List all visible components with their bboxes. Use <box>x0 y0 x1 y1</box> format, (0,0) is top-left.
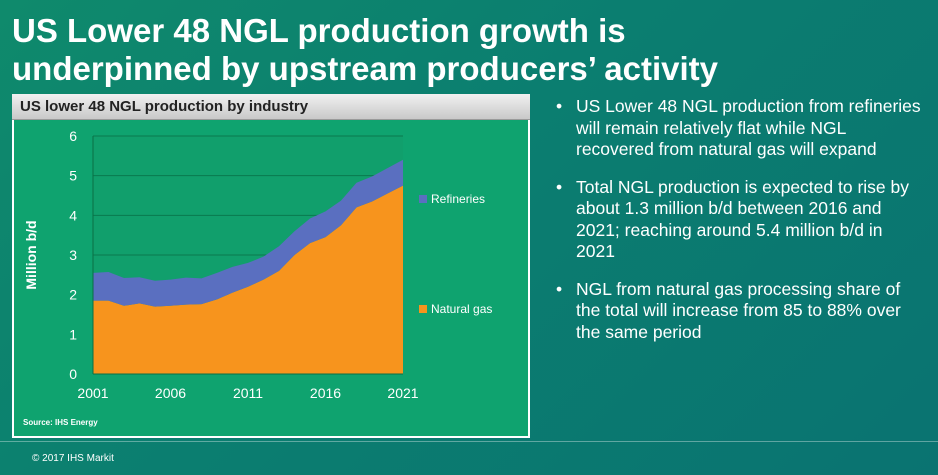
y-tick-label: 2 <box>69 287 77 303</box>
y-tick-label: 5 <box>69 168 77 184</box>
y-tick-label: 1 <box>69 326 77 342</box>
legend-swatch-refineries <box>419 195 427 203</box>
x-tick-label: 2011 <box>233 385 263 401</box>
bullet-text: NGL from natural gas processing share of… <box>576 278 901 342</box>
copyright: © 2017 IHS Markit <box>32 453 114 464</box>
legend-label-natural-gas: Natural gas <box>431 302 492 316</box>
y-tick-label: 6 <box>69 128 77 144</box>
area-natural-gas <box>93 185 403 374</box>
bullet-list: • US Lower 48 NGL production from refiner… <box>556 96 924 359</box>
bullet-item: • Total NGL production is expected to ris… <box>556 177 924 263</box>
x-tick-label: 2016 <box>310 385 341 401</box>
chart-title: US lower 48 NGL production by industry <box>12 94 530 120</box>
bullet-item: • NGL from natural gas processing share o… <box>556 279 924 344</box>
bullet-marker: • <box>556 176 563 197</box>
bullet-text: US Lower 48 NGL production from refineri… <box>576 96 921 159</box>
chart-area: 0 1 2 3 4 5 6 2001 2006 2011 2016 2021 Million b/d Na… <box>14 120 528 436</box>
bullet-item: • US Lower 48 NGL production from refiner… <box>556 96 924 161</box>
chart-panel: US lower 48 NGL production by industry 0… <box>12 94 530 438</box>
ngl-production-chart: 0 1 2 3 4 5 6 2001 2006 2011 2016 2021 Million b/d Na… <box>23 128 492 401</box>
y-tick-label: 0 <box>69 366 77 382</box>
slide-title: US Lower 48 NGL production growth is und… <box>12 12 719 87</box>
legend-swatch-natural-gas <box>419 305 427 313</box>
y-axis-label: Million b/d <box>23 220 39 289</box>
y-tick-label: 4 <box>69 207 77 223</box>
y-tick-label: 3 <box>69 247 77 263</box>
bullet-text: Total NGL production is expected to rise… <box>576 176 909 262</box>
x-tick-label: 2001 <box>77 385 108 401</box>
x-tick-label: 2006 <box>155 385 186 401</box>
bullet-marker: • <box>556 96 563 116</box>
x-tick-label: 2021 <box>387 385 418 401</box>
legend-label-refineries: Refineries <box>431 192 485 206</box>
chart-source: Source: IHS Energy <box>23 418 98 427</box>
area-refineries <box>93 159 403 307</box>
bullet-marker: • <box>556 278 563 299</box>
footer-divider <box>0 441 938 442</box>
